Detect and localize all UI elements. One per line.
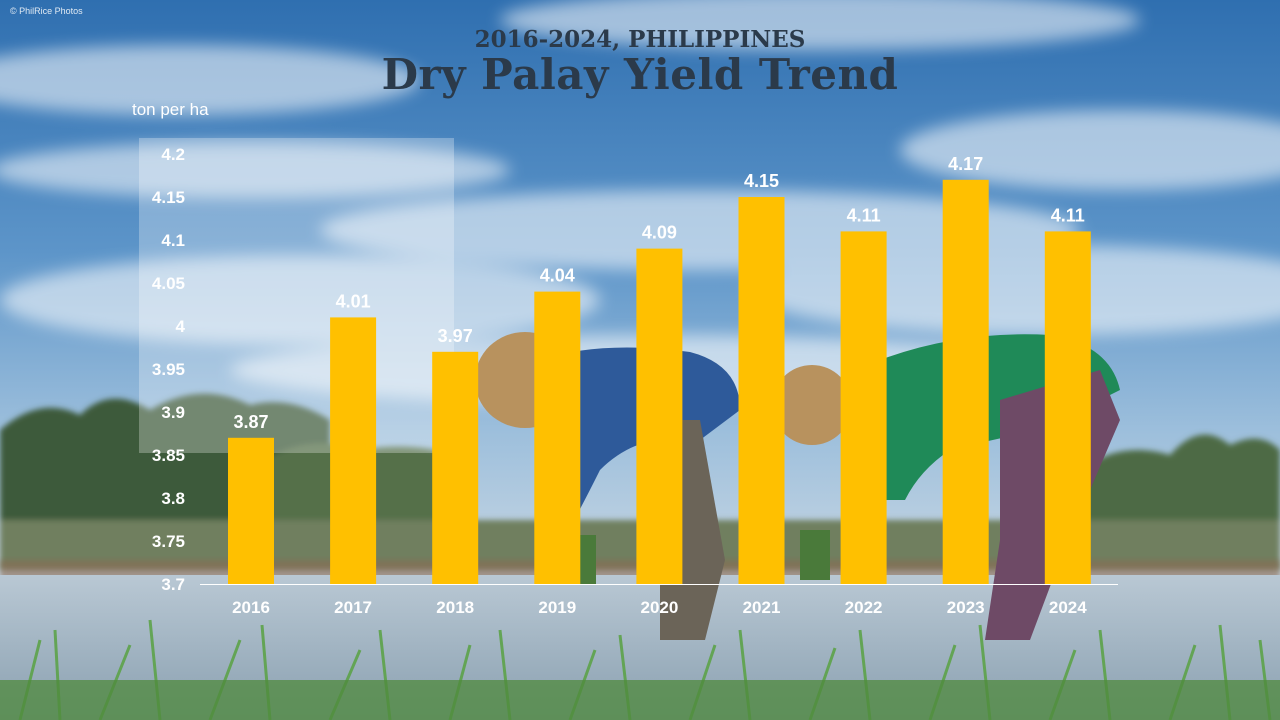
x-tick-label-2019: 2019	[538, 598, 576, 617]
bar-2022	[840, 231, 887, 584]
x-tick-label-2021: 2021	[743, 598, 781, 617]
y-tick-label: 3.95	[152, 360, 185, 379]
y-tick-label: 4	[176, 317, 186, 336]
data-label-2021: 4.15	[744, 171, 779, 191]
data-labels: 3.87 4.01 3.97 4.04 4.09 4.15 4.11 4.17 4.11	[233, 154, 1084, 432]
data-label-2024: 4.11	[1051, 205, 1085, 225]
bar-2018	[432, 351, 479, 584]
bar-2024	[1044, 231, 1091, 584]
y-tick-label: 4.1	[161, 231, 185, 250]
x-tick-label-2018: 2018	[436, 598, 474, 617]
data-label-2016: 3.87	[233, 412, 268, 432]
x-tick-label-2020: 2020	[640, 598, 678, 617]
data-label-2020: 4.09	[642, 223, 677, 243]
y-tick-label: 4.05	[152, 274, 185, 293]
x-tick-label-2024: 2024	[1049, 598, 1087, 617]
data-label-2022: 4.11	[847, 205, 881, 225]
y-tick-label: 3.8	[161, 489, 185, 508]
bar-2019	[534, 291, 581, 584]
y-tick-label: 3.9	[161, 403, 185, 422]
bar-2016	[228, 437, 274, 584]
bar-2017	[330, 317, 377, 584]
y-tick-label: 3.7	[161, 575, 185, 594]
data-label-2017: 4.01	[336, 291, 371, 311]
chart-title: Dry Palay Yield Trend	[381, 50, 899, 99]
chart-subtitle: 2016-2024, PHILIPPINES	[474, 26, 806, 53]
bars	[228, 179, 1091, 585]
y-axis-label: ton per ha	[132, 100, 209, 119]
x-axis: 2016 2017 2018 2019 2020 2021 2022 2023 2024	[232, 598, 1087, 617]
x-tick-label-2017: 2017	[334, 598, 372, 617]
data-label-2018: 3.97	[438, 326, 473, 346]
data-label-2023: 4.17	[948, 154, 983, 174]
x-tick-label-2022: 2022	[845, 598, 883, 617]
bar-2020	[636, 248, 683, 584]
y-tick-label: 4.15	[152, 188, 185, 207]
x-tick-label-2016: 2016	[232, 598, 270, 617]
photo-credit: © PhilRice Photos	[10, 6, 83, 16]
y-tick-label: 3.85	[152, 446, 185, 465]
data-label-2019: 4.04	[540, 266, 575, 286]
y-tick-label: 3.75	[152, 532, 185, 551]
x-tick-label-2023: 2023	[947, 598, 985, 617]
bar-2021	[738, 197, 785, 584]
bar-2023	[942, 179, 989, 585]
y-axis: 3.7 3.75 3.8 3.85 3.9 3.95 4 4.05 4.1 4.15 4.2	[152, 145, 186, 594]
y-tick-label: 4.2	[161, 145, 185, 164]
